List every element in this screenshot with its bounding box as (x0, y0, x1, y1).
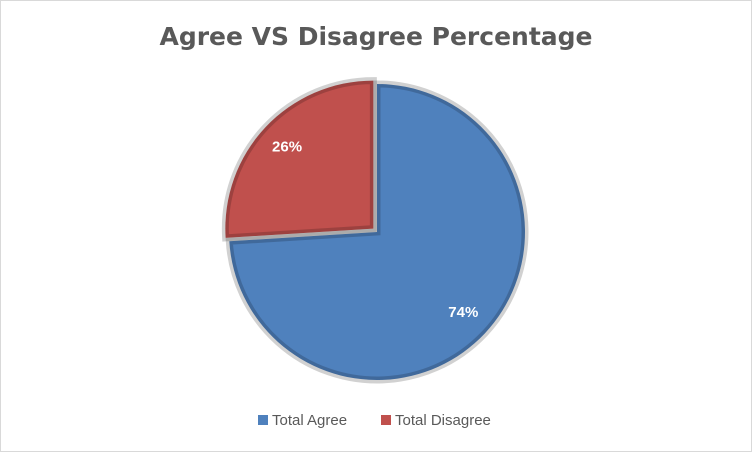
slice (221, 77, 377, 242)
slice (225, 80, 529, 384)
legend-swatch (258, 415, 268, 425)
data-label: 26% (272, 138, 302, 155)
data-label: 74% (448, 304, 478, 321)
legend-swatch (381, 415, 391, 425)
legend-label: Total Disagree (395, 412, 491, 429)
legend-label: Total Agree (272, 412, 347, 429)
chart-title: Agree VS Disagree Percentage (159, 22, 592, 51)
